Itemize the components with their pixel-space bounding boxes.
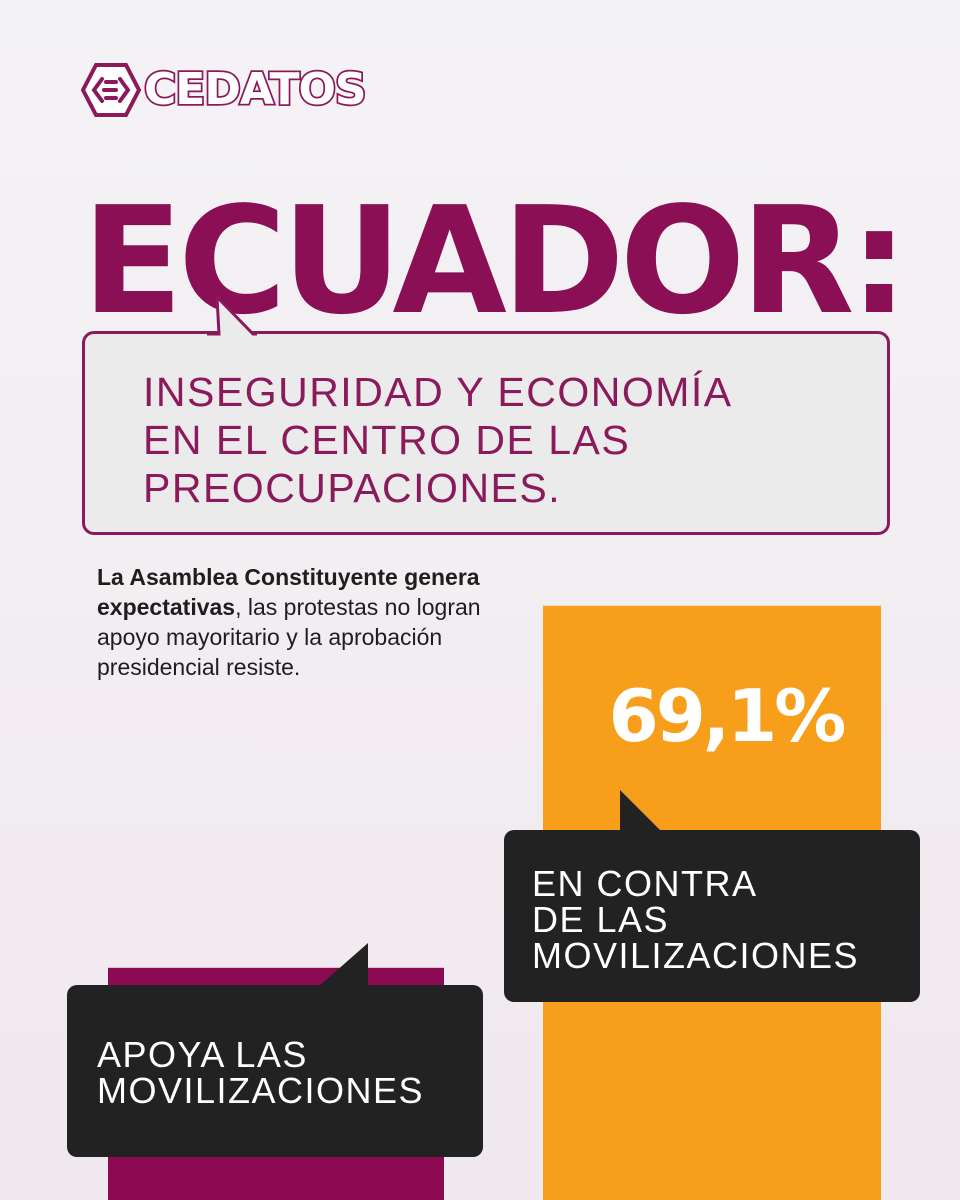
subtitle-text: INSEGURIDAD Y ECONOMÍA EN EL CENTRO DE L… (143, 368, 863, 512)
category-label-apoya: APOYA LAS MOVILIZACIONES (67, 985, 483, 1157)
description: La Asamblea Constituyente genera expecta… (97, 562, 527, 682)
description-rest: , las protestas no logran apoyo mayorita… (97, 594, 481, 680)
category-label-line: MOVILIZACIONES (97, 1070, 425, 1111)
description-bold: La Asamblea Constituyente genera expecta… (97, 564, 480, 620)
category-label-line: DE LAS (532, 899, 670, 940)
category-bubble-tail (318, 943, 368, 987)
subtitle-line: EN EL CENTRO DE LAS (143, 417, 631, 463)
cedatos-logo: CEDATOS (80, 62, 368, 118)
cedatos-logo-text: CEDATOS (142, 62, 368, 117)
subtitle-line: PREOCUPACIONES. (143, 465, 562, 511)
cedatos-logo-mark-icon (80, 63, 142, 117)
subtitle-box-tail (207, 297, 257, 336)
subtitle-line: INSEGURIDAD Y ECONOMÍA (143, 369, 733, 415)
category-label-line: MOVILIZACIONES (532, 935, 860, 976)
category-label-line: APOYA LAS (97, 1034, 308, 1075)
category-label-en-contra: EN CONTRA DE LAS MOVILIZACIONES (504, 830, 920, 1002)
value-label-en-contra: 69,1% (608, 673, 847, 758)
category-bubble-tail (620, 790, 662, 832)
category-label-line: EN CONTRA (532, 863, 758, 904)
subtitle-box: INSEGURIDAD Y ECONOMÍA EN EL CENTRO DE L… (82, 331, 890, 535)
